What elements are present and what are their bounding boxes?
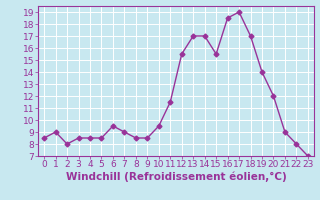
X-axis label: Windchill (Refroidissement éolien,°C): Windchill (Refroidissement éolien,°C): [66, 172, 286, 182]
